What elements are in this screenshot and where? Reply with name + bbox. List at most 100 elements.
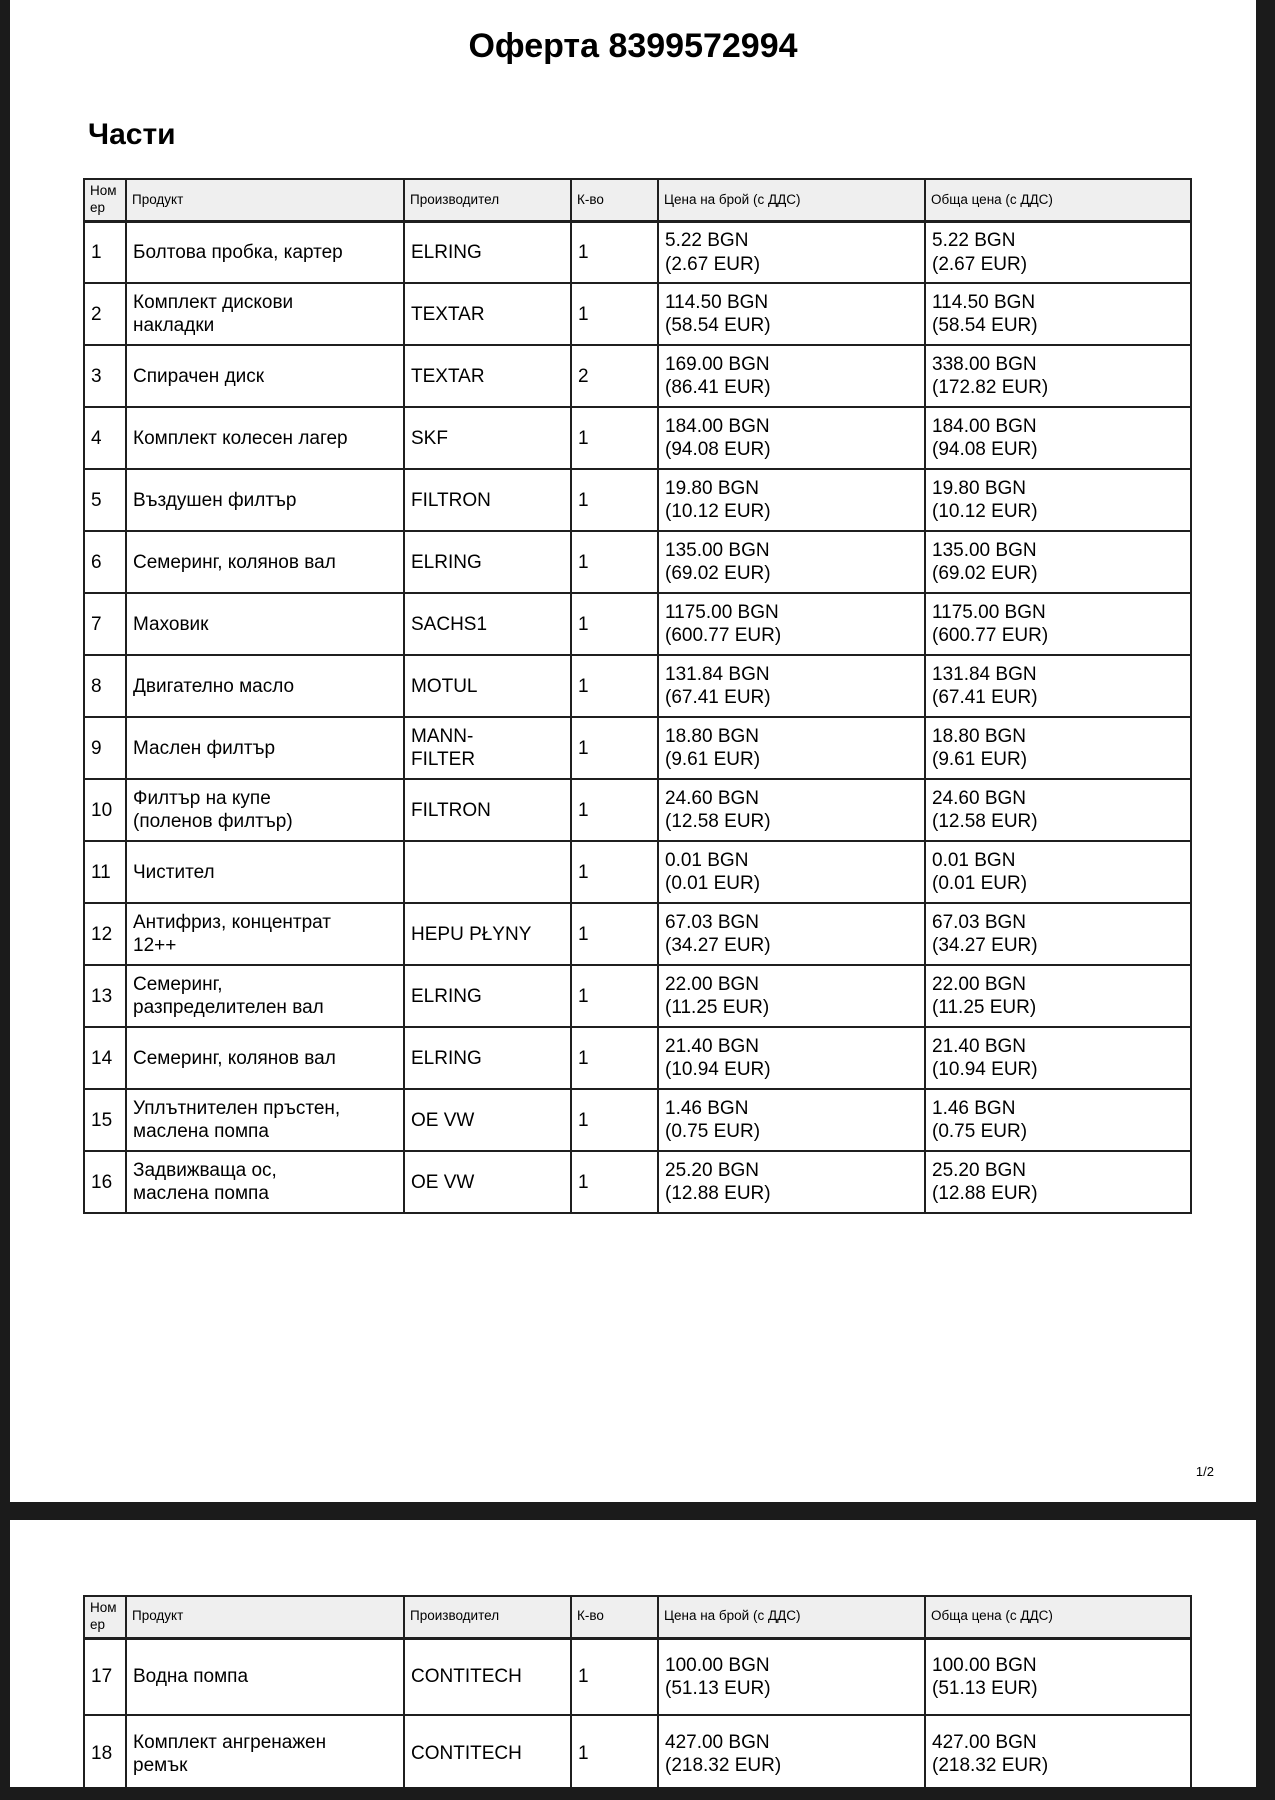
table-row: 14 Семеринг, колянов вал ELRING 1 21.40 BGN(…: [83, 1026, 1192, 1091]
cell-manufacturer: FILTRON: [403, 778, 572, 843]
table-row: 7 Маховик SACHS1 1 1175.00 BGN (600.77 EUR) 11…: [83, 592, 1192, 657]
cell-quantity: 2: [570, 344, 659, 409]
cell-unit-price: 131.84 BGN (67.41 EUR): [657, 654, 926, 719]
cell-unit-price: 427.00 BGN (218.32 EUR): [657, 1714, 926, 1787]
table-row: 15 Уплътнителен пръстен, маслена помпа OE …: [83, 1088, 1192, 1153]
header-row: Ном ер Продукт Производител К-во Цена на бро…: [83, 178, 1192, 223]
cell-total-price: 0.01 BGN (0.01 EUR): [924, 840, 1192, 905]
cell-product: Въздушен филтър: [125, 468, 405, 533]
cell-product: Комплект колесен лагер: [125, 406, 405, 471]
column-header-unit-price: Цена на брой (с ДДС): [657, 1594, 926, 1640]
cell-row-number: 1: [83, 220, 127, 285]
column-header-unit-price: Цена на брой (с ДДС): [657, 178, 926, 223]
table-row: 13 Семеринг, разпределителен вал ELRING 1 22…: [83, 964, 1192, 1029]
cell-product: Чистител: [125, 840, 405, 905]
pdf-page-1: Оферта 8399572994 Части Ном ер Продукт Про…: [10, 0, 1256, 1502]
cell-product: Задвижваща ос, маслена помпа: [125, 1150, 405, 1215]
cell-row-number: 2: [83, 282, 127, 347]
cell-product: Болтова пробка, картер: [125, 220, 405, 285]
cell-unit-price: 25.20 BGN (12.88 EUR): [657, 1150, 926, 1215]
cell-quantity: 1: [570, 592, 659, 657]
cell-total-price: 114.50 BGN (58.54 EUR): [924, 282, 1192, 347]
cell-product: Семеринг, колянов вал: [125, 530, 405, 595]
table-row: 6 Семеринг, колянов вал ELRING 1 135.00 BGN(…: [83, 530, 1192, 595]
table-row: 4 Комплект колесен лагер SKF 1 184.00 BGN (94…: [83, 406, 1192, 471]
cell-manufacturer: SKF: [403, 406, 572, 471]
cell-row-number: 3: [83, 344, 127, 409]
cell-quantity: 1: [570, 220, 659, 285]
table-row: 11 Чистител 1 0.01 BGN (0.01 EUR) 0.01 BGN (0.…: [83, 840, 1192, 905]
cell-total-price: 22.00 BGN (11.25 EUR): [924, 964, 1192, 1029]
parts-table-page-2: Ном ер Продукт Производител К-во Цена на бро…: [83, 1594, 1192, 1787]
table-row: 8 Двигателно масло MOTUL 1 131.84 BGN (67.41 …: [83, 654, 1192, 719]
cell-unit-price: 22.00 BGN (11.25 EUR): [657, 964, 926, 1029]
cell-product: Водна помпа: [125, 1637, 405, 1717]
cell-row-number: 13: [83, 964, 127, 1029]
column-header-quantity: К-во: [570, 178, 659, 223]
cell-quantity: 1: [570, 902, 659, 967]
cell-row-number: 4: [83, 406, 127, 471]
cell-manufacturer: [403, 840, 572, 905]
cell-row-number: 11: [83, 840, 127, 905]
cell-total-price: 25.20 BGN (12.88 EUR): [924, 1150, 1192, 1215]
cell-total-price: 18.80 BGN (9.61 EUR): [924, 716, 1192, 781]
cell-unit-price: 114.50 BGN (58.54 EUR): [657, 282, 926, 347]
cell-row-number: 10: [83, 778, 127, 843]
cell-total-price: 5.22 BGN (2.67 EUR): [924, 220, 1192, 285]
cell-total-price: 24.60 BGN (12.58 EUR): [924, 778, 1192, 843]
cell-product: Семеринг, колянов вал: [125, 1026, 405, 1091]
table-row: 5 Въздушен филтър FILTRON 1 19.80 BGN (10.12 …: [83, 468, 1192, 533]
column-header-product: Продукт: [125, 1594, 405, 1640]
column-header-quantity: К-во: [570, 1594, 659, 1640]
cell-total-price: 1175.00 BGN (600.77 EUR): [924, 592, 1192, 657]
column-header-number: Ном ер: [83, 1594, 127, 1640]
table-row: 17 Водна помпа CONTITECH 1 100.00 BGN (51.13 …: [83, 1637, 1192, 1717]
column-header-total-price: Обща цена (с ДДС): [924, 178, 1192, 223]
parts-table-header: Ном ер Продукт Производител К-во Цена на бро…: [83, 178, 1192, 223]
cell-total-price: 100.00 BGN (51.13 EUR): [924, 1637, 1192, 1717]
cell-manufacturer: TEXTAR: [403, 282, 572, 347]
cell-quantity: 1: [570, 468, 659, 533]
cell-quantity: 1: [570, 1714, 659, 1787]
cell-unit-price: 184.00 BGN (94.08 EUR): [657, 406, 926, 471]
cell-unit-price: 18.80 BGN (9.61 EUR): [657, 716, 926, 781]
table-row: 2 Комплект дискови накладки TEXTAR 1 114.50 …: [83, 282, 1192, 347]
cell-quantity: 1: [570, 406, 659, 471]
cell-manufacturer: MANN- FILTER: [403, 716, 572, 781]
column-header-number: Ном ер: [83, 178, 127, 223]
cell-total-price: 338.00 BGN (172.82 EUR): [924, 344, 1192, 409]
table-row: 1 Болтова пробка, картер ELRING 1 5.22 BGN (2…: [83, 220, 1192, 285]
parts-table-page-1: Ном ер Продукт Производител К-во Цена на бро…: [83, 178, 1192, 1215]
cell-total-price: 1.46 BGN (0.75 EUR): [924, 1088, 1192, 1153]
cell-unit-price: 19.80 BGN (10.12 EUR): [657, 468, 926, 533]
cell-manufacturer: MOTUL: [403, 654, 572, 719]
cell-unit-price: 169.00 BGN (86.41 EUR): [657, 344, 926, 409]
cell-manufacturer: CONTITECH: [403, 1714, 572, 1787]
cell-manufacturer: ELRING: [403, 220, 572, 285]
cell-product: Семеринг, разпределителен вал: [125, 964, 405, 1029]
cell-product: Маховик: [125, 592, 405, 657]
cell-manufacturer: OE VW: [403, 1088, 572, 1153]
cell-unit-price: 0.01 BGN (0.01 EUR): [657, 840, 926, 905]
cell-unit-price: 1175.00 BGN (600.77 EUR): [657, 592, 926, 657]
cell-product: Спирачен диск: [125, 344, 405, 409]
table-row: 12 Антифриз, концентрат 12++ HEPU PŁYNY 1 67…: [83, 902, 1192, 967]
table-row: 9 Маслен филтър MANN- FILTER 1 18.80 BGN (9.6…: [83, 716, 1192, 781]
cell-quantity: 1: [570, 840, 659, 905]
pdf-page-2: Ном ер Продукт Производител К-во Цена на бро…: [10, 1520, 1256, 1787]
table-row: 18 Комплект ангренажен ремък CONTITECH 1 427…: [83, 1714, 1192, 1787]
header-row: Ном ер Продукт Производител К-во Цена на бро…: [83, 1594, 1192, 1640]
column-header-product: Продукт: [125, 178, 405, 223]
cell-quantity: 1: [570, 282, 659, 347]
cell-row-number: 14: [83, 1026, 127, 1091]
cell-unit-price: 100.00 BGN (51.13 EUR): [657, 1637, 926, 1717]
cell-unit-price: 1.46 BGN (0.75 EUR): [657, 1088, 926, 1153]
cell-row-number: 9: [83, 716, 127, 781]
cell-unit-price: 5.22 BGN (2.67 EUR): [657, 220, 926, 285]
cell-unit-price: 21.40 BGN (10.94 EUR): [657, 1026, 926, 1091]
cell-product: Комплект ангренажен ремък: [125, 1714, 405, 1787]
table-row: 10 Филтър на купе (поленов филтър) FILTRON…: [83, 778, 1192, 843]
cell-row-number: 6: [83, 530, 127, 595]
cell-product: Двигателно масло: [125, 654, 405, 719]
